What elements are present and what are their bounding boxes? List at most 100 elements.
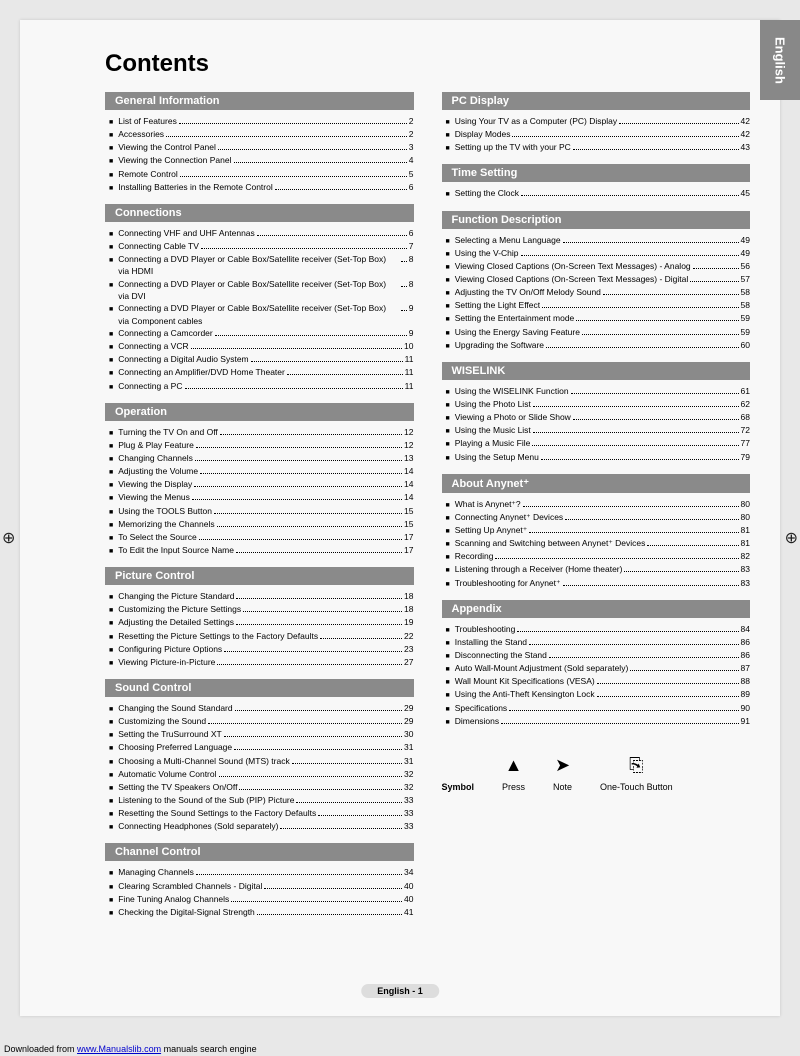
document-page: English Contents General Information■Lis… [20, 20, 780, 1016]
bullet-icon: ■ [446, 250, 450, 260]
toc-page: 9 [409, 327, 414, 339]
leader-dots [234, 749, 402, 750]
toc-page: 89 [741, 688, 750, 700]
toc-label: Connecting a Camcorder [118, 327, 213, 339]
bullet-icon: ■ [109, 118, 113, 128]
toc-label: Using the Photo List [455, 398, 531, 410]
toc-label: Viewing a Photo or Slide Show [455, 411, 571, 423]
leader-dots [191, 348, 402, 349]
bullet-icon: ■ [446, 289, 450, 299]
toc-entry: ■Plug & Play Feature12 [105, 439, 414, 452]
bullet-icon: ■ [446, 302, 450, 312]
toc-entry: ■Clearing Scrambled Channels - Digital40 [105, 880, 414, 893]
toc-entry: ■Connecting a DVD Player or Cable Box/Sa… [105, 253, 414, 278]
bullet-icon: ■ [109, 896, 113, 906]
toc-label: Connecting a DVD Player or Cable Box/Sat… [118, 278, 399, 303]
leader-dots [563, 585, 739, 586]
bullet-icon: ■ [109, 593, 113, 603]
symbol-label: Note [553, 782, 572, 792]
leader-dots [576, 320, 738, 321]
leader-dots [224, 736, 402, 737]
leader-dots [509, 710, 738, 711]
toc-label: Accessories [118, 128, 164, 140]
bullet-icon: ■ [446, 718, 450, 728]
toc-label: Playing a Music File [455, 437, 531, 449]
toc-entry: ■Viewing the Connection Panel4 [105, 154, 414, 167]
bullet-icon: ■ [109, 718, 113, 728]
toc-entry: ■Setting the Entertainment mode59 [442, 312, 751, 325]
toc-entry: ■Connecting a PC11 [105, 380, 414, 393]
bullet-icon: ■ [109, 455, 113, 465]
leader-dots [236, 552, 402, 553]
leader-dots [235, 710, 402, 711]
bullet-icon: ■ [446, 665, 450, 675]
section-header: Function Description [442, 211, 751, 229]
symbol-legend: Symbol▲Press➤Note⎘One-Touch Button [442, 756, 751, 792]
toc-page: 14 [404, 491, 413, 503]
section-header: Appendix [442, 600, 751, 618]
bullet-icon: ■ [109, 744, 113, 754]
toc-page: 31 [404, 755, 413, 767]
download-link[interactable]: www.Manualslib.com [77, 1044, 161, 1054]
toc-page: 11 [405, 380, 414, 392]
bullet-icon: ■ [109, 171, 113, 181]
toc-entry: ■Scanning and Switching between Anynet⁺ … [442, 537, 751, 550]
toc-entry: ■Configuring Picture Options23 [105, 643, 414, 656]
leader-dots [532, 445, 738, 446]
toc-entry: ■Connecting a DVD Player or Cable Box/Sa… [105, 302, 414, 327]
toc-page: 6 [409, 227, 414, 239]
toc-page: 18 [404, 590, 413, 602]
toc-entry: ■Managing Channels34 [105, 866, 414, 879]
toc-page: 10 [404, 340, 413, 352]
download-footer: Downloaded from www.Manualslib.com manua… [4, 1044, 257, 1054]
toc-label: Viewing the Menus [118, 491, 190, 503]
bullet-icon: ■ [109, 494, 113, 504]
toc-entry: ■Wall Mount Kit Specifications (VESA)88 [442, 675, 751, 688]
leader-dots [231, 901, 402, 902]
bullet-icon: ■ [109, 481, 113, 491]
toc-entry: ■Viewing Picture-in-Picture27 [105, 656, 414, 669]
bullet-icon: ■ [109, 771, 113, 781]
bullet-icon: ■ [446, 342, 450, 352]
section-header: Sound Control [105, 679, 414, 697]
toc-entry: ■Installing Batteries in the Remote Cont… [105, 181, 414, 194]
bullet-icon: ■ [109, 731, 113, 741]
leader-dots [239, 789, 402, 790]
toc-label: Auto Wall-Mount Adjustment (Sold separat… [455, 662, 629, 674]
bullet-icon: ■ [446, 540, 450, 550]
toc-entry: ■Connecting Cable TV7 [105, 240, 414, 253]
toc-label: Using the TOOLS Button [118, 505, 212, 517]
leader-dots [495, 558, 738, 559]
toc-label: Remote Control [118, 168, 178, 180]
toc-label: Display Modes [455, 128, 511, 140]
toc-label: Plug & Play Feature [118, 439, 194, 451]
toc-entry: ■Selecting a Menu Language49 [442, 234, 751, 247]
toc-label: Setting the Clock [455, 187, 519, 199]
toc-entry: ■Connecting VHF and UHF Antennas6 [105, 227, 414, 240]
leader-dots [521, 195, 739, 196]
section-header: Operation [105, 403, 414, 421]
bullet-icon: ■ [109, 369, 113, 379]
toc-entry: ■ Connecting a Camcorder 9 [105, 327, 414, 340]
toc-label: Recording [455, 550, 494, 562]
bullet-icon: ■ [109, 230, 113, 240]
symbol-icon: ➤ [555, 756, 570, 776]
symbol-icon: ▲ [505, 756, 523, 776]
toc-entry: ■Connecting a DVD Player or Cable Box/Sa… [105, 278, 414, 303]
leader-dots [224, 651, 402, 652]
page-number: English - 1 [361, 984, 439, 998]
bullet-icon: ■ [109, 330, 113, 340]
leader-dots [573, 149, 739, 150]
symbol-item: ⎘One-Touch Button [600, 756, 673, 792]
bullet-icon: ■ [109, 343, 113, 353]
leader-dots [401, 261, 407, 262]
symbol-item: ▲Press [502, 756, 525, 792]
toc-page: 17 [404, 544, 413, 556]
toc-label: Connecting Anynet⁺ Devices [455, 511, 563, 523]
toc-page: 23 [404, 643, 413, 655]
toc-page: 15 [404, 518, 413, 530]
bullet-icon: ■ [109, 633, 113, 643]
leader-dots [624, 571, 738, 572]
toc-label: Customizing the Picture Settings [118, 603, 241, 615]
toc-entry: ■Dimensions91 [442, 715, 751, 728]
